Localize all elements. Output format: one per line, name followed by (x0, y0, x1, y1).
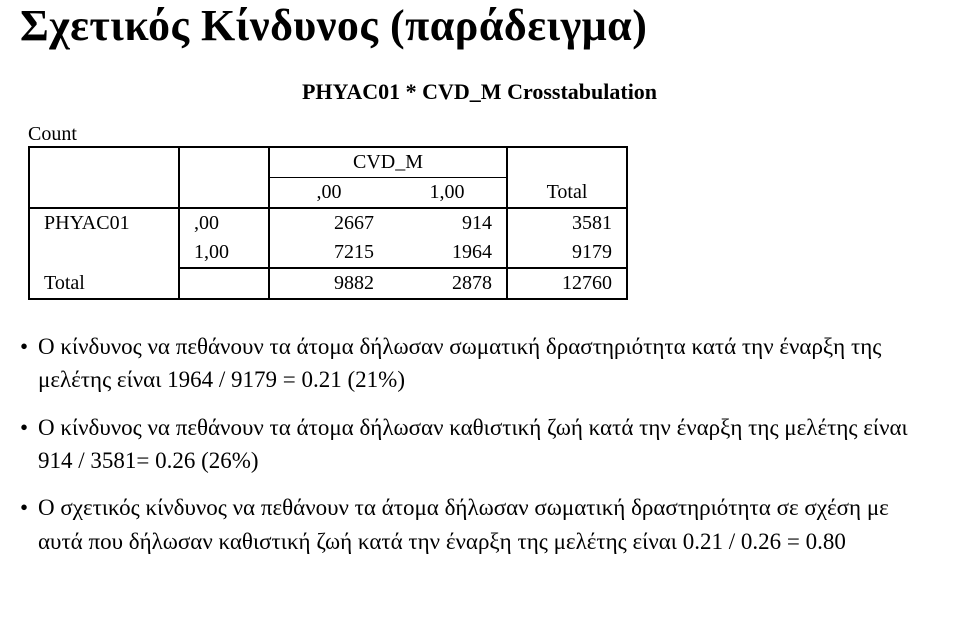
cell-1-total: 9179 (507, 238, 627, 268)
cell-1-1: 1964 (388, 238, 507, 268)
page-title: Σχετικός Κίνδυνος (παράδειγμα) (20, 0, 939, 51)
grand-total: 12760 (507, 268, 627, 299)
col-label-1: 1,00 (388, 178, 507, 209)
total-1: 2878 (388, 268, 507, 299)
bullet-list: Ο κίνδυνος να πεθάνουν τα άτομα δήλωσαν … (20, 330, 939, 558)
count-label: Count (28, 123, 939, 146)
crosstab-subtitle: PHYAC01 * CVD_M Crosstabulation (20, 79, 939, 105)
crosstab-table-wrap: CVD_M ,00 1,00 Total PHYAC01 ,00 2667 91… (28, 146, 939, 300)
row-label-0: ,00 (179, 208, 269, 238)
col-total-label: Total (507, 178, 627, 209)
row-label-1: 1,00 (179, 238, 269, 268)
cell-0-0: 2667 (269, 208, 388, 238)
row-var-label: PHYAC01 (29, 208, 179, 268)
cell-0-1: 914 (388, 208, 507, 238)
col-label-0: ,00 (269, 178, 388, 209)
bullet-item: Ο σχετικός κίνδυνος να πεθάνουν τα άτομα… (20, 491, 939, 558)
col-group-header: CVD_M (269, 147, 507, 178)
cell-1-0: 7215 (269, 238, 388, 268)
row-total-label: Total (29, 268, 179, 299)
bullet-item: Ο κίνδυνος να πεθάνουν τα άτομα δήλωσαν … (20, 330, 939, 397)
cell-0-total: 3581 (507, 208, 627, 238)
total-0: 9882 (269, 268, 388, 299)
crosstab-table: CVD_M ,00 1,00 Total PHYAC01 ,00 2667 91… (28, 146, 628, 300)
bullet-item: Ο κίνδυνος να πεθάνουν τα άτομα δήλωσαν … (20, 411, 939, 478)
